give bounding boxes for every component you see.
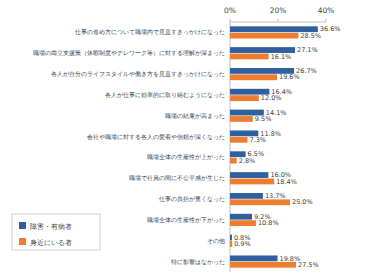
bar (230, 193, 263, 199)
bar (230, 116, 253, 122)
category-label: 各人が仕事に効率的に取り組むようになった (105, 91, 225, 99)
category-label: 職場の結束が高まった (165, 112, 225, 119)
data-label: 27.1% (297, 46, 318, 54)
chart: 0% 20% 40% 仕事の進め方について職場内で見直すきっかけになった職場の両立支援… (0, 0, 370, 276)
bar (230, 235, 232, 241)
data-label: 16.1% (271, 53, 292, 61)
category-label: その他 (207, 237, 225, 245)
category-label: 仕事の負担が重くなった (158, 195, 225, 203)
data-label: 18.4% (276, 178, 297, 186)
bar (230, 214, 252, 220)
data-label: 28.5% (300, 32, 321, 40)
legend-frame (12, 214, 100, 250)
data-label: 12.0% (261, 94, 282, 102)
category-axis (230, 22, 231, 272)
bar (230, 137, 248, 143)
legend-label: 身近にいる者 (30, 239, 72, 247)
x-tick-label: 20% (270, 6, 287, 15)
category-label: 会社や職場に対する各人の愛着や信頼が深くなった (87, 133, 225, 141)
data-label: 13.7% (265, 192, 286, 200)
legend: 障害・有病者身近にいる者 (12, 214, 100, 250)
bar (230, 158, 237, 164)
data-label: 19.6% (279, 73, 300, 81)
x-tick-label: 0% (224, 6, 236, 15)
bar (230, 95, 259, 101)
bar (230, 74, 277, 80)
legend-swatch (19, 238, 26, 245)
bar (230, 262, 296, 268)
bar (230, 54, 269, 60)
bar (230, 255, 278, 261)
legend-swatch (19, 222, 26, 229)
category-label: 特に影響はなかった (171, 258, 225, 266)
data-label: 10.8% (258, 219, 279, 227)
data-label: 25.0% (292, 198, 313, 206)
x-tick (278, 19, 279, 22)
category-label: 職場の両立支援策（休暇制度やテレワーク等）に対する理解が深まった (33, 49, 225, 57)
bar (230, 33, 298, 39)
data-label: 9.5% (255, 115, 272, 123)
bar (230, 241, 232, 247)
bar (230, 199, 290, 205)
data-label: 7.3% (250, 136, 267, 144)
bar (230, 172, 268, 178)
bar (230, 179, 274, 185)
category-label: 仕事の進め方について職場内で見直すきっかけになった (74, 28, 225, 36)
data-label: 27.5% (298, 261, 319, 269)
legend-label: 障害・有病者 (30, 223, 72, 231)
data-label: 36.6% (320, 25, 341, 33)
x-tick (230, 19, 231, 22)
bars (230, 26, 318, 267)
category-label: 職場全体の生産性が上がった (147, 153, 225, 160)
category-label: 各人が自分のライフスタイルや働き方を見直すきっかけになった (51, 70, 225, 78)
x-tick-label: 40% (318, 6, 335, 15)
bar (230, 220, 256, 226)
category-label: 職場全体の生産性が下がった (147, 216, 225, 223)
category-label: 職場で社員の間に不公平感が生じた (129, 174, 225, 181)
data-label: 2.8% (239, 157, 256, 165)
x-tick (326, 19, 327, 22)
data-label: 0.9% (234, 240, 251, 248)
